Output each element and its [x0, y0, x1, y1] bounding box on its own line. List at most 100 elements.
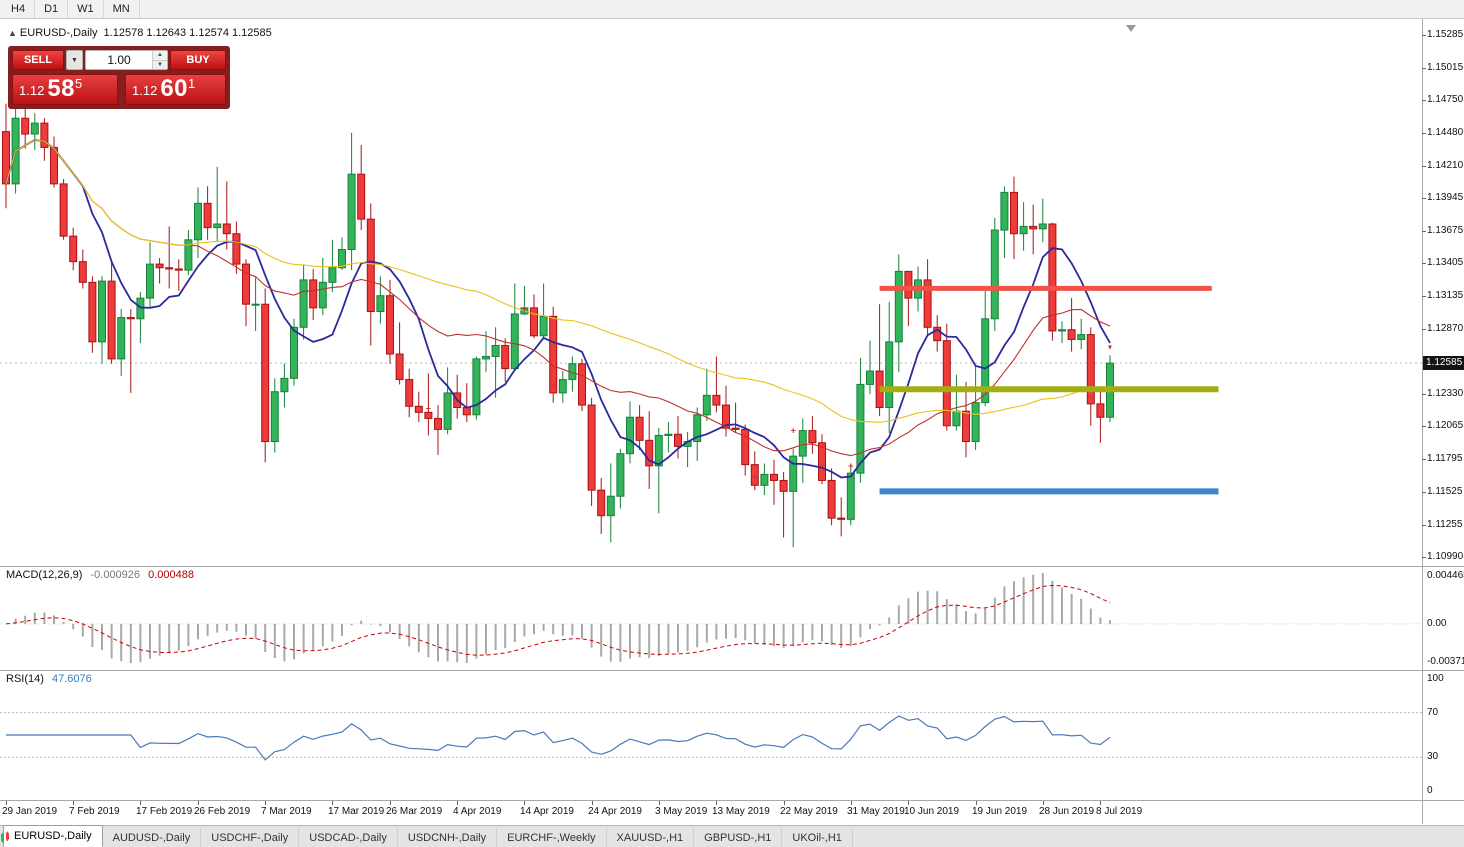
price-axis-tick — [1422, 459, 1426, 460]
volume-increase-button[interactable]: ▲ — [153, 51, 167, 61]
chart-tab-eurchf-weekly[interactable]: EURCHF-,Weekly — [1, 828, 607, 847]
chart-tab-eurusd-daily[interactable]: EURUSD-,Daily — [1, 825, 103, 847]
date-axis-tick — [390, 801, 391, 805]
price-axis-label: 1.11255 — [1427, 519, 1463, 530]
macd-axis-max: 0.004465 — [1427, 570, 1464, 581]
timeframe-button-w1[interactable]: W1 — [68, 0, 104, 18]
price-chart[interactable]: + + + + + + ▼ — [0, 19, 1422, 566]
price-axis-tick — [1422, 68, 1426, 69]
rsi-name: RSI(14) — [6, 673, 44, 685]
price-axis-tick — [1422, 557, 1426, 558]
date-axis-label: 7 Mar 2019 — [261, 806, 312, 817]
tab-label: XAUUSD-,H1 — [616, 831, 684, 844]
price-axis-tick — [1422, 296, 1426, 297]
pane-separator[interactable] — [0, 566, 1464, 567]
date-axis-tick — [524, 801, 525, 805]
date-axis-tick — [332, 801, 333, 805]
price-axis-label: 1.11525 — [1427, 486, 1463, 497]
chart-shift-marker-icon — [1126, 25, 1136, 32]
timeframe-button-d1[interactable]: D1 — [35, 0, 69, 18]
timeframe-button-mn[interactable]: MN — [104, 0, 140, 18]
sell-price-base: 1.12 — [19, 83, 45, 98]
tab-label: AUDUSD-,Daily — [112, 831, 191, 844]
price-axis-tick — [1422, 133, 1426, 134]
tab-label: USDCNH-,Daily — [407, 831, 487, 844]
one-click-trading-panel: SELL ▼ ▲ ▼ BUY 1.12 58 5 1.1 — [8, 46, 230, 109]
price-axis-tick — [1422, 198, 1426, 199]
price-axis-label: 1.13135 — [1427, 290, 1464, 301]
date-axis-label: 29 Jan 2019 — [2, 806, 58, 817]
price-axis-tick — [1422, 231, 1426, 232]
sell-price-button[interactable]: 1.12 58 5 — [12, 74, 118, 105]
date-axis-label: 14 Apr 2019 — [520, 806, 574, 817]
chart-tab-gbpusd-h1[interactable]: GBPUSD-,H1 — [1, 828, 783, 847]
chart-tab-ukoil-h1[interactable]: UKOil-,H1 — [1, 828, 853, 847]
price-axis-label: 1.13675 — [1427, 225, 1464, 236]
chevron-down-icon: ▼ — [71, 56, 78, 64]
date-axis-tick — [140, 801, 141, 805]
date-axis-tick — [659, 801, 660, 805]
rsi-label: RSI(14) 47.6076 — [6, 673, 92, 685]
tab-label: USDCHF-,Daily — [211, 831, 289, 844]
date-axis-tick — [457, 801, 458, 805]
chart-window: + + + + + + ▼ ▲ EURUSD-,Daily 1.12578 1.12643 1.… — [0, 19, 1464, 847]
buy-price-base: 1.12 — [132, 83, 158, 98]
date-axis-label: 31 May 2019 — [847, 806, 905, 817]
volume-dropdown-button[interactable]: ▼ — [66, 50, 83, 70]
rsi-indicator-pane[interactable] — [0, 671, 1422, 799]
date-axis-label: 7 Feb 2019 — [69, 806, 120, 817]
chart-tab-usdcnh-daily[interactable]: USDCNH-,Daily — [1, 828, 498, 847]
rsi-value: 47.6076 — [51, 673, 92, 685]
macd-signal-value: 0.000488 — [148, 569, 194, 581]
sell-price-big: 58 — [47, 75, 76, 102]
sell-button[interactable]: SELL — [12, 50, 64, 70]
volume-input[interactable] — [86, 51, 152, 69]
tab-chart-icon — [1, 833, 9, 842]
date-axis-tick — [1043, 801, 1044, 805]
chart-tab-usdcad-daily[interactable]: USDCAD-,Daily — [1, 828, 398, 847]
timeframe-toolbar: H4 D1 W1 MN — [0, 0, 1464, 19]
buy-price-pip: 1 — [188, 76, 196, 91]
price-axis-label: 1.15015 — [1427, 62, 1464, 73]
chart-ohlc-values: 1.12578 1.12643 1.12574 1.12585 — [103, 27, 272, 39]
rsi-axis-label: 100 — [1427, 673, 1444, 684]
svg-text:+: + — [522, 304, 527, 314]
price-axis-label: 1.11795 — [1427, 453, 1463, 464]
price-axis-tick — [1422, 426, 1426, 427]
date-axis-tick — [784, 801, 785, 805]
date-axis-label: 26 Feb 2019 — [194, 806, 251, 817]
date-axis-label: 13 May 2019 — [712, 806, 770, 817]
tab-label: EURUSD-,Daily — [14, 830, 92, 842]
rsi-axis-label: 70 — [1427, 707, 1439, 718]
pane-separator[interactable] — [0, 670, 1464, 671]
buy-price-button[interactable]: 1.12 60 1 — [125, 74, 226, 105]
svg-text:+: + — [752, 472, 757, 482]
svg-text:▼: ▼ — [1107, 345, 1114, 352]
price-axis-tick — [1422, 525, 1426, 526]
date-axis-label: 26 Mar 2019 — [386, 806, 443, 817]
price-axis-label: 1.13405 — [1427, 257, 1464, 268]
date-axis-tick — [592, 801, 593, 805]
chart-tab-usdchf-daily[interactable]: USDCHF-,Daily — [1, 828, 300, 847]
one-click-toggle-icon[interactable]: ▲ — [8, 28, 17, 38]
chart-tab-xauusd-h1[interactable]: XAUUSD-,H1 — [1, 828, 695, 847]
tab-label: USDCAD-,Daily — [309, 831, 387, 844]
date-axis-label: 24 Apr 2019 — [588, 806, 642, 817]
date-axis-label: 19 Jun 2019 — [972, 806, 1028, 817]
price-axis-label: 1.15285 — [1427, 29, 1464, 40]
sell-price-pip: 5 — [75, 76, 83, 91]
date-axis-label: 4 Apr 2019 — [453, 806, 502, 817]
date-axis-label: 22 May 2019 — [780, 806, 838, 817]
rsi-axis-label: 30 — [1427, 751, 1439, 762]
timeframe-button-h4[interactable]: H4 — [2, 0, 36, 18]
date-axis-tick — [1100, 801, 1101, 805]
volume-decrease-button[interactable]: ▼ — [153, 61, 167, 69]
chart-title: ▲ EURUSD-,Daily 1.12578 1.12643 1.12574 1.… — [8, 27, 272, 39]
buy-button[interactable]: BUY — [170, 50, 226, 70]
price-axis-label: 1.12330 — [1427, 388, 1464, 399]
pane-separator[interactable] — [0, 800, 1464, 801]
macd-indicator-pane[interactable] — [0, 567, 1422, 669]
chart-tab-audusd-daily[interactable]: AUDUSD-,Daily — [1, 828, 202, 847]
macd-axis-min: -0.0037155 — [1427, 656, 1464, 667]
